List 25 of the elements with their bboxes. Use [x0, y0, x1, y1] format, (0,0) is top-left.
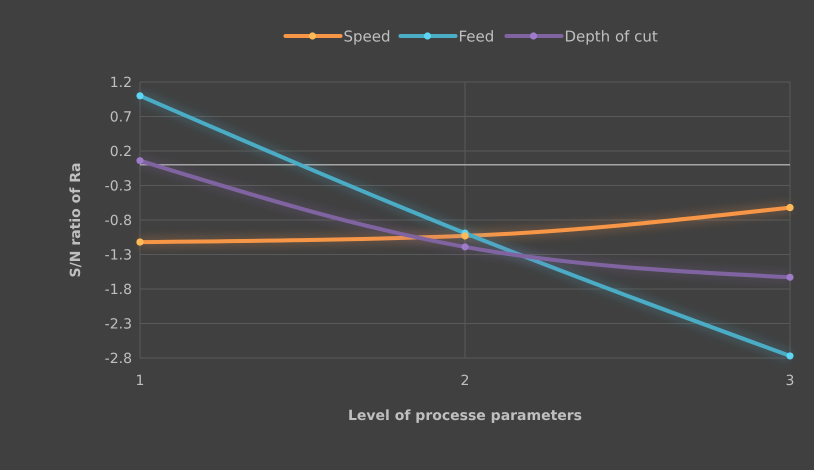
y-tick-label: 0.2 [110, 144, 132, 160]
x-tick-label: 1 [136, 372, 144, 389]
y-tick-label: -1.3 [104, 247, 132, 264]
legend-label: Depth of cut [564, 27, 658, 46]
y-tick-label: -1.8 [104, 282, 132, 298]
point [461, 243, 469, 250]
x-tick-label: 2 [460, 372, 470, 389]
y-axis-title: S/N ratio of Ra [68, 162, 84, 278]
legend-label: Feed [458, 27, 494, 46]
point [136, 238, 144, 246]
point [786, 274, 794, 281]
y-tick-label: -2.3 [104, 316, 132, 332]
point [461, 232, 469, 240]
y-tick-label: -0.3 [104, 178, 132, 194]
y-tick-label: -2.8 [104, 350, 132, 367]
y-tick-label: -0.8 [104, 212, 132, 229]
point [786, 352, 794, 360]
legend-label: Speed [344, 27, 391, 46]
point [136, 157, 144, 164]
y-tick-label: 0.7 [110, 109, 132, 126]
y-tick-label: 1.2 [110, 74, 132, 91]
x-tick-label: 3 [786, 372, 794, 389]
point [136, 92, 144, 100]
x-axis-title: Level of processe parameters [348, 408, 582, 424]
point [786, 204, 794, 212]
